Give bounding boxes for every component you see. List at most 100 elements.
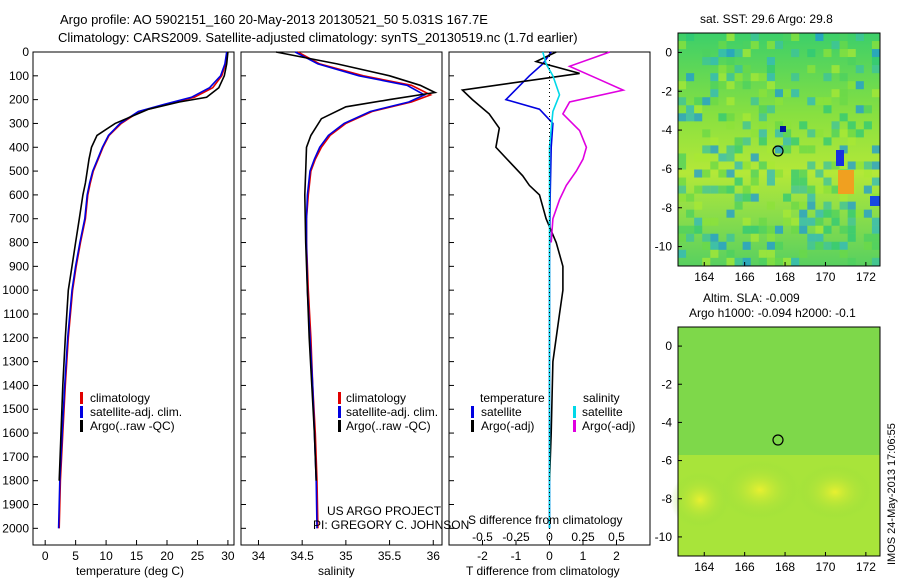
sst-cell	[710, 161, 719, 170]
sla-map-axes: 164 166 168 170 172 0 -2 -4 -6 -8 -10	[655, 339, 877, 574]
series-line-argo-raw-qc-	[275, 51, 438, 481]
sst-cell	[839, 145, 848, 154]
sst-cell	[799, 249, 808, 258]
sst-cell	[815, 185, 824, 194]
sst-cell	[855, 209, 864, 218]
sst-cell	[718, 49, 727, 58]
x-tick-label: 25	[191, 549, 205, 563]
map-y-tick-label: -10	[655, 530, 673, 544]
sst-cell	[791, 257, 800, 266]
sla-map-frame	[677, 326, 881, 557]
series-line-s-argo-adj-	[550, 51, 626, 243]
sst-cell	[694, 105, 703, 114]
sst-cell	[774, 225, 784, 234]
depth-tick-label: 1300	[2, 355, 29, 369]
series-line-satellite-adj-clim-	[57, 51, 228, 529]
sst-cell	[726, 73, 735, 82]
map-y-tick-label: -6	[661, 454, 672, 468]
sst-cell	[839, 49, 848, 58]
sst-cell	[726, 97, 735, 106]
sst-cell	[783, 209, 792, 218]
sst-cell	[871, 57, 880, 66]
sst-cell	[742, 41, 751, 50]
sst-cell	[750, 177, 759, 186]
temperature-legend: climatology satellite-adj. clim. Argo(..…	[80, 391, 182, 433]
x-tick-label: -2	[477, 549, 488, 563]
sst-cell	[839, 97, 848, 106]
sst-cell	[718, 185, 727, 194]
sst-cell	[686, 33, 695, 42]
sst-cell	[839, 41, 848, 50]
depth-tick-label: 1600	[2, 426, 29, 440]
depth-tick-label: 100	[9, 69, 29, 83]
salinity-axis-label: salinity	[318, 564, 355, 578]
sst-cell	[734, 161, 743, 170]
sst-cell	[734, 193, 743, 202]
sst-cell	[758, 161, 767, 170]
depth-tick-label: 700	[9, 212, 29, 226]
sst-cell	[847, 121, 856, 130]
sst-cell	[702, 129, 711, 138]
sst-cell	[871, 177, 880, 186]
sst-cell	[791, 225, 800, 234]
sst-cell	[734, 153, 743, 162]
sst-cell	[807, 97, 816, 106]
sst-cell	[799, 201, 808, 210]
sst-cell	[710, 217, 719, 226]
sst-cell	[799, 225, 808, 234]
sst-cell	[750, 41, 759, 50]
legend-swatch-argo	[80, 420, 83, 432]
sst-cell	[742, 241, 751, 250]
sst-cell	[702, 185, 711, 194]
sst-cell	[726, 65, 735, 74]
sst-cell	[710, 73, 719, 82]
sst-cell	[702, 145, 711, 154]
sst-cell	[726, 233, 735, 242]
sst-cell	[750, 169, 759, 178]
sst-cell	[783, 121, 792, 130]
sst-cell	[831, 209, 840, 218]
depth-tick-label: 1000	[2, 283, 29, 297]
sst-cell	[742, 81, 751, 90]
sst-map-axes: 164 166 168 170 172 0 -2 -4 -6 -8 -10	[655, 45, 877, 284]
sst-cell	[742, 113, 751, 122]
depth-tick-label: 1400	[2, 378, 29, 392]
sst-cell	[694, 97, 703, 106]
sst-cell	[871, 65, 880, 74]
sst-cell	[839, 33, 848, 42]
sst-cell	[839, 225, 848, 234]
sst-cell	[823, 209, 832, 218]
sla-map-subtitle: Argo h1000: -0.094 h2000: -0.1	[689, 306, 856, 320]
sst-cell	[726, 185, 735, 194]
s-tick-label: -0.5	[472, 530, 493, 544]
sst-cell	[742, 257, 751, 266]
sst-cell	[742, 217, 751, 226]
legend-swatch-T-satellite	[471, 406, 474, 418]
sst-cell	[734, 201, 743, 210]
sst-map-frame	[677, 32, 881, 267]
sst-cell	[702, 169, 711, 178]
sla-map-blob	[670, 472, 730, 528]
series-line-s-satellite	[542, 51, 561, 529]
sst-cell	[823, 49, 832, 58]
sst-cell	[766, 41, 775, 50]
depth-tick-label: 200	[9, 93, 29, 107]
sst-cool-patch	[836, 150, 844, 166]
map-y-tick-label: 0	[665, 45, 672, 59]
sst-cell	[823, 177, 832, 186]
sst-cell	[815, 169, 824, 178]
depth-tick-label: 1100	[3, 307, 29, 321]
sst-cell	[678, 41, 687, 50]
sst-cell	[766, 177, 775, 186]
x-tick-label: 20	[160, 549, 174, 563]
sst-cell	[815, 33, 824, 42]
sst-cell	[831, 121, 840, 130]
depth-tick-label: 1900	[2, 498, 29, 512]
argo-position-marker	[772, 145, 784, 157]
sst-cell	[678, 113, 687, 122]
sst-cell	[774, 89, 784, 98]
sst-cell	[750, 193, 759, 202]
sst-cell	[766, 105, 775, 114]
sst-cell	[863, 121, 872, 130]
sst-cell	[710, 145, 719, 154]
